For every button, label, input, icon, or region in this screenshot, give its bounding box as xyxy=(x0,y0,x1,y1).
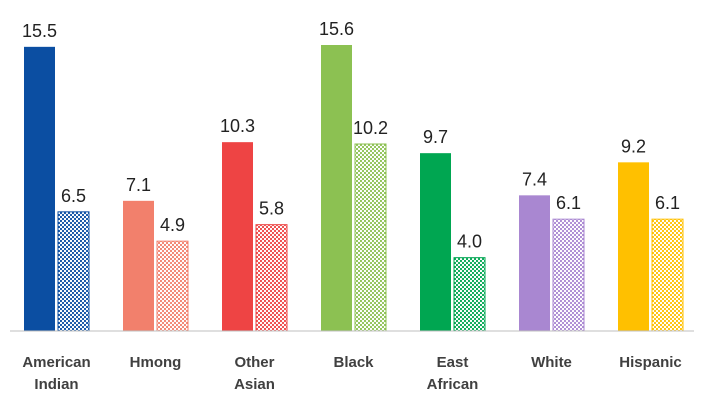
value-label-dotted-2: 5.8 xyxy=(259,199,284,219)
category-label-3-line-0: Black xyxy=(333,354,374,371)
category-label-0-line-0: American xyxy=(22,354,90,371)
category-label-4-line-0: East xyxy=(437,354,469,371)
value-labels-layer: 15.5 6.5 7.1 4.9 10.3 5.8 15.6 10.2 9.7 4.0 7.4 6.1… xyxy=(22,19,680,252)
value-label-solid-1: 7.1 xyxy=(126,175,151,195)
category-labels-layer: American Indian Hmong Other Asian Black East Af… xyxy=(22,354,681,393)
value-label-solid-6: 9.2 xyxy=(621,136,646,156)
bar-solid-1 xyxy=(123,200,154,331)
value-label-dotted-4: 4.0 xyxy=(457,232,482,252)
category-label-1-line-0: Hmong xyxy=(130,354,182,371)
value-label-dotted-3: 10.2 xyxy=(353,118,388,138)
value-label-solid-2: 10.3 xyxy=(220,116,255,136)
category-label-0-line-1: Indian xyxy=(34,376,78,393)
bars-layer xyxy=(24,45,684,332)
value-label-dotted-6: 6.1 xyxy=(655,193,680,213)
bar-solid-2 xyxy=(222,142,253,331)
bar-solid-3 xyxy=(321,45,352,331)
bar-dotted-3 xyxy=(354,143,387,332)
value-label-dotted-1: 4.9 xyxy=(160,215,185,235)
value-label-solid-3: 15.6 xyxy=(319,19,354,39)
bar-dotted-6 xyxy=(651,218,684,332)
bar-dotted-2 xyxy=(255,224,288,332)
bar-dotted-5 xyxy=(552,218,585,332)
category-label-2-line-1: Asian xyxy=(234,376,275,393)
category-label-6-line-0: Hispanic xyxy=(619,354,682,371)
category-label-5-line-0: White xyxy=(531,354,572,371)
bar-dotted-4 xyxy=(453,257,486,332)
bar-dotted-0 xyxy=(57,211,90,332)
category-label-2-line-0: Other xyxy=(234,354,274,371)
category-label-4-line-1: African xyxy=(427,376,479,393)
value-label-dotted-5: 6.1 xyxy=(556,193,581,213)
value-label-solid-0: 15.5 xyxy=(22,21,57,41)
bar-solid-4 xyxy=(420,153,451,331)
value-label-solid-4: 9.7 xyxy=(423,127,448,147)
bar-solid-6 xyxy=(618,162,649,331)
value-label-solid-5: 7.4 xyxy=(522,169,547,189)
bar-solid-5 xyxy=(519,195,550,331)
bar-solid-0 xyxy=(24,46,55,331)
value-label-dotted-0: 6.5 xyxy=(61,186,86,206)
bar-dotted-1 xyxy=(156,240,189,332)
